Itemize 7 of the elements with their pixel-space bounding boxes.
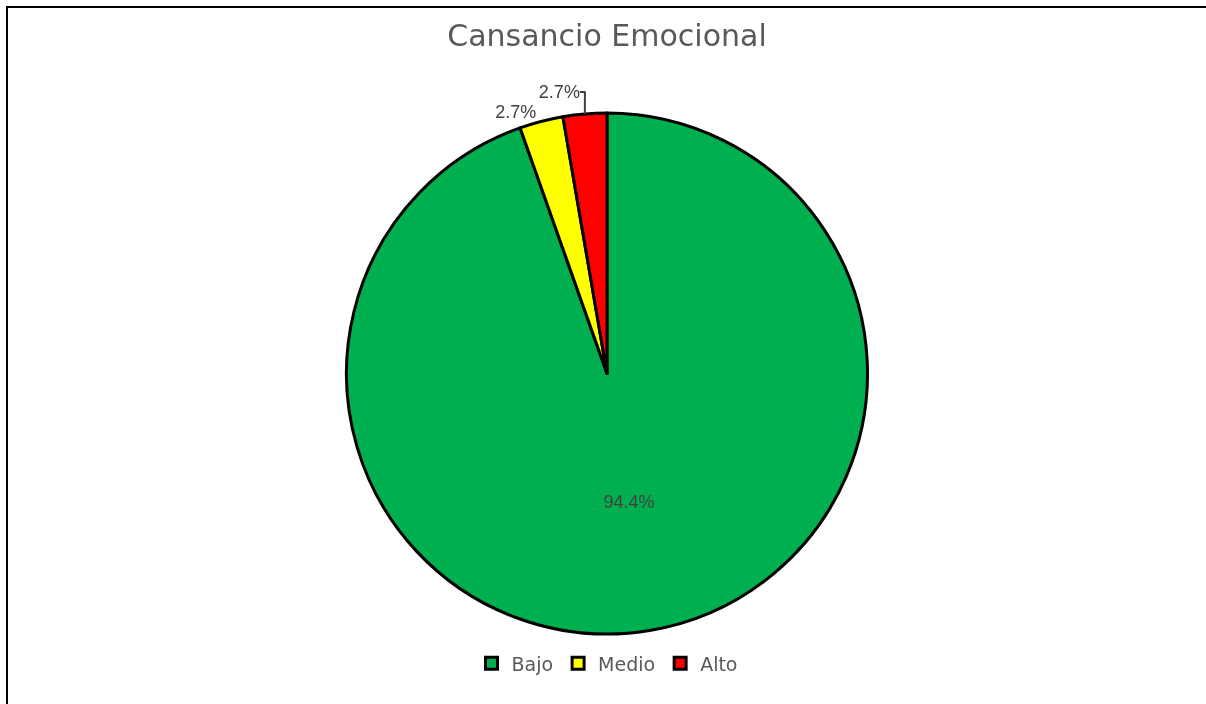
data-label: 94.4% — [603, 491, 655, 512]
data-label: 2.7% — [538, 82, 580, 103]
legend-label: Bajo — [511, 652, 554, 675]
legend-label: Alto — [700, 652, 738, 675]
chart-title: Cansancio Emocional — [447, 18, 767, 54]
legend-label: Medio — [598, 652, 656, 675]
data-label: 2.7% — [495, 102, 537, 123]
